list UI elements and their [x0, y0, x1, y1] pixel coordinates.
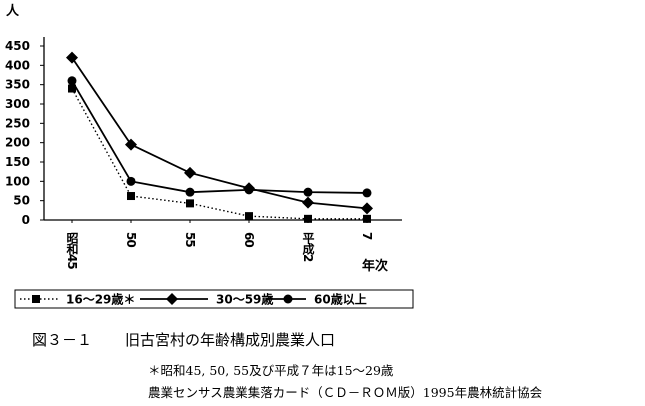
note-line-1: ＊昭和45, 50, 55及び平成７年は15～29歳 — [148, 363, 394, 378]
series-line — [71, 80, 368, 194]
data-point — [66, 51, 78, 64]
legend: 16～29歳＊ 30～59歳 60歳以上 — [14, 289, 414, 309]
x-axis-label: 年次 — [362, 258, 388, 274]
data-point — [303, 187, 313, 197]
series-layer — [66, 51, 373, 223]
y-tick-label: 450 — [5, 39, 30, 53]
y-ticks: 0 50 100 150 200 250 300 350 400 450 — [5, 39, 44, 227]
legend-item-2: 30～59歳 — [140, 292, 273, 307]
y-tick-label: 200 — [5, 136, 30, 150]
data-point — [68, 84, 76, 93]
data-point — [361, 202, 373, 215]
y-tick-label: 250 — [5, 116, 30, 130]
data-point — [245, 212, 253, 221]
y-tick-label: 100 — [5, 174, 30, 188]
x-tick-label: 昭和45 — [65, 232, 79, 270]
y-tick-label: 0 — [22, 213, 30, 227]
series-1 — [68, 84, 371, 223]
series-line — [71, 88, 367, 220]
data-point — [186, 199, 194, 208]
x-ticks: 昭和45 50 55 60 平成2 7 — [65, 220, 374, 269]
data-point — [304, 214, 312, 223]
legend-label: 16～29歳＊ — [66, 292, 135, 307]
x-tick-label: 50 — [124, 232, 138, 247]
data-point — [244, 185, 254, 195]
legend-label: 30～59歳 — [216, 292, 273, 307]
series-3 — [67, 76, 372, 198]
legend-box — [14, 289, 414, 309]
legend-item-3: 60歳以上 — [266, 292, 367, 307]
x-tick-label: 7 — [360, 232, 374, 240]
plot-area: 0 50 100 150 200 250 300 350 400 450 昭和45 50 55 60 平成… — [5, 37, 402, 269]
data-point — [184, 166, 196, 179]
figure-title: 旧古宮村の年齢構成別農業人口 — [125, 331, 335, 349]
series-2 — [66, 51, 373, 215]
data-point — [363, 214, 371, 223]
legend-label: 60歳以上 — [314, 292, 367, 307]
y-tick-label: 400 — [5, 58, 30, 72]
legend-marker — [32, 295, 40, 303]
source-note: 農業センサス農業集落カード（ＣＤ－ＲＯＭ版）1995年農林統計協会 — [148, 385, 543, 400]
data-point — [362, 188, 372, 198]
data-point — [126, 176, 136, 186]
data-point — [125, 138, 137, 151]
legend-item-1: 16～29歳＊ — [20, 292, 135, 307]
series-line — [71, 57, 368, 210]
x-tick-label: 55 — [183, 232, 197, 247]
data-point — [127, 192, 135, 201]
y-tick-label: 350 — [5, 78, 30, 92]
y-tick-label: 50 — [13, 194, 30, 208]
legend-marker — [283, 294, 293, 304]
y-tick-label: 300 — [5, 97, 30, 111]
data-point — [185, 187, 195, 197]
data-point — [67, 76, 77, 86]
data-point — [302, 196, 314, 209]
legend-marker — [166, 293, 178, 305]
x-tick-label: 平成2 — [301, 232, 315, 262]
x-tick-label: 60 — [242, 232, 256, 247]
y-unit-label: 人 — [6, 3, 20, 19]
figure-number: 図３－１ — [32, 331, 92, 349]
y-tick-label: 150 — [5, 155, 30, 169]
